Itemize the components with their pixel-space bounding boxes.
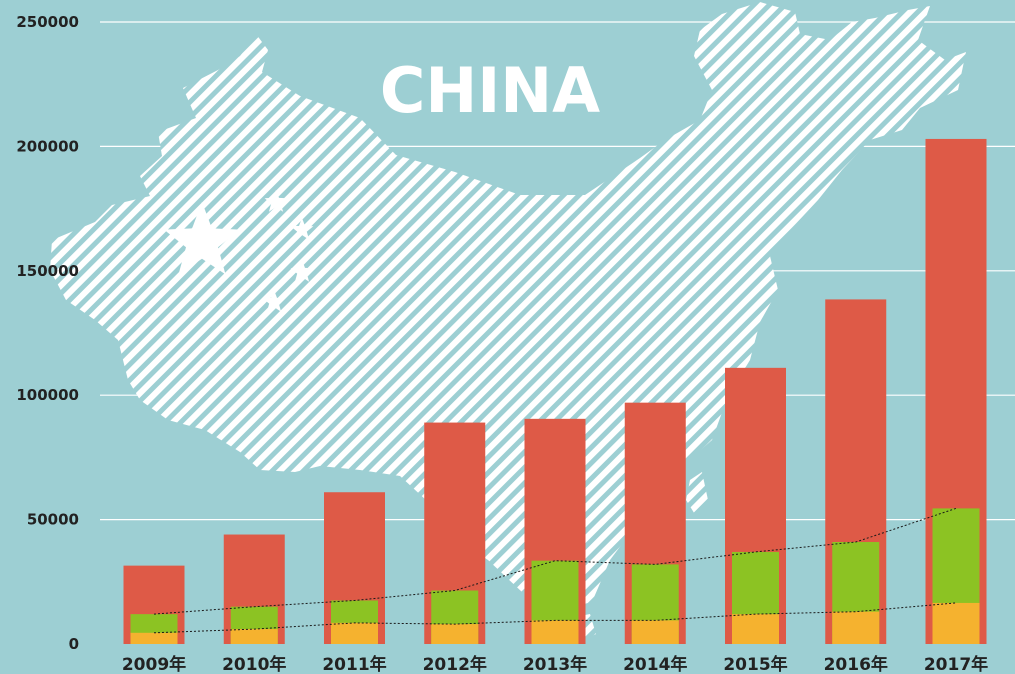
small-star-icon <box>290 218 314 240</box>
small-star-icon <box>264 190 288 212</box>
x-tick-label: 2014年 <box>623 654 687 674</box>
small-star-icon <box>290 260 314 282</box>
taiwan-island <box>686 472 708 516</box>
bar-series-3 <box>832 611 880 644</box>
y-tick-label: 200000 <box>16 137 79 155</box>
x-tick-label: 2011年 <box>322 654 386 674</box>
bar-series-3 <box>932 602 980 644</box>
y-tick-label: 0 <box>69 635 79 653</box>
x-tick-label: 2016年 <box>824 654 888 674</box>
bar-series-3 <box>531 620 579 644</box>
y-tick-label: 100000 <box>16 386 79 404</box>
small-star-icon <box>262 290 286 312</box>
x-tick-label: 2017年 <box>924 654 988 674</box>
bar-series-3 <box>631 620 679 644</box>
x-tick-label: 2012年 <box>423 654 487 674</box>
bar-series-3 <box>431 624 479 644</box>
trend-line-series-3 <box>153 602 957 634</box>
big-star-icon <box>164 202 240 275</box>
x-tick-label: 2010年 <box>222 654 286 674</box>
y-tick-label: 250000 <box>16 13 79 31</box>
chart-title: CHINA <box>380 54 600 127</box>
china-map-shape <box>50 2 966 610</box>
flag-stars <box>164 190 314 312</box>
x-tick-label: 2009年 <box>122 654 186 674</box>
y-tick-label: 50000 <box>27 511 79 529</box>
x-tick-label: 2015年 <box>723 654 787 674</box>
bar-series-3 <box>331 622 378 644</box>
bar-series-3 <box>732 614 779 644</box>
bar-series-3 <box>230 629 278 644</box>
bar-series-3 <box>130 632 178 644</box>
x-tick-label: 2013年 <box>523 654 587 674</box>
y-tick-label: 150000 <box>16 262 79 280</box>
